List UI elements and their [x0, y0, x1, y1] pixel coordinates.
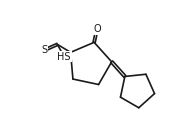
Text: S: S	[42, 45, 48, 55]
Text: HS: HS	[57, 52, 71, 62]
Text: O: O	[93, 24, 101, 34]
